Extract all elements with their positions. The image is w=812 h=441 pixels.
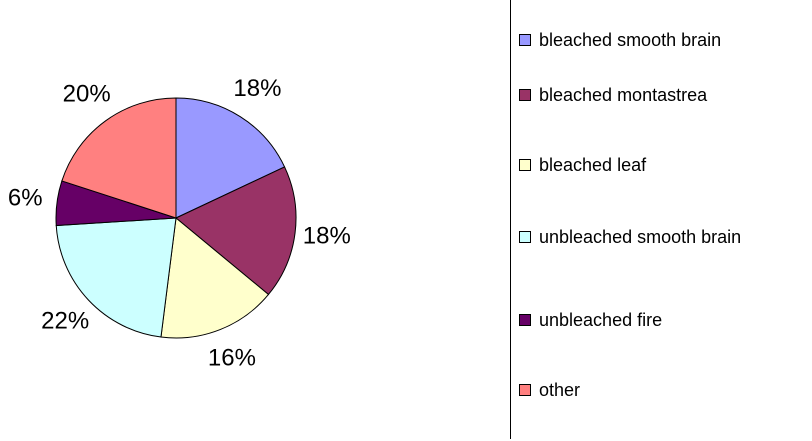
pie-slice xyxy=(175,97,286,219)
data-label: 18% xyxy=(303,222,351,249)
legend-label: other xyxy=(539,380,581,400)
legend-item: bleached leaf xyxy=(519,153,781,177)
data-label: 16% xyxy=(208,345,256,372)
legend-item: bleached smooth brain xyxy=(519,28,781,52)
pie-slice xyxy=(160,217,270,339)
data-label: 22% xyxy=(41,307,89,334)
legend-label: bleached montastrea xyxy=(539,85,708,105)
legend-item: other xyxy=(519,378,781,402)
pie-slice xyxy=(61,97,177,219)
data-label: 18% xyxy=(233,75,281,102)
legend-swatch xyxy=(519,159,531,171)
pie-slice xyxy=(175,166,297,296)
legend-label: bleached smooth brain xyxy=(539,30,722,50)
legend-swatch xyxy=(519,34,531,46)
data-label: 20% xyxy=(63,80,111,107)
legend-swatch xyxy=(519,89,531,101)
legend-item: unbleached fire xyxy=(519,308,781,332)
legend-swatch xyxy=(519,231,531,243)
legend-label: unbleached smooth brain xyxy=(539,227,742,247)
pie-slice xyxy=(55,217,177,338)
legend-item: bleached montastrea xyxy=(519,83,781,107)
chart: 18% 18% 16% 22% 6% 20% xyxy=(8,75,351,372)
data-label: 6% xyxy=(8,184,43,211)
legend-swatch xyxy=(519,314,531,326)
legend-item: unbleached smooth brain xyxy=(519,225,781,249)
legend-swatch xyxy=(519,384,531,396)
legend: bleached smooth brain bleached montastrea… xyxy=(510,0,812,439)
legend-label: unbleached fire xyxy=(539,310,663,330)
legend-label: bleached leaf xyxy=(539,155,647,175)
